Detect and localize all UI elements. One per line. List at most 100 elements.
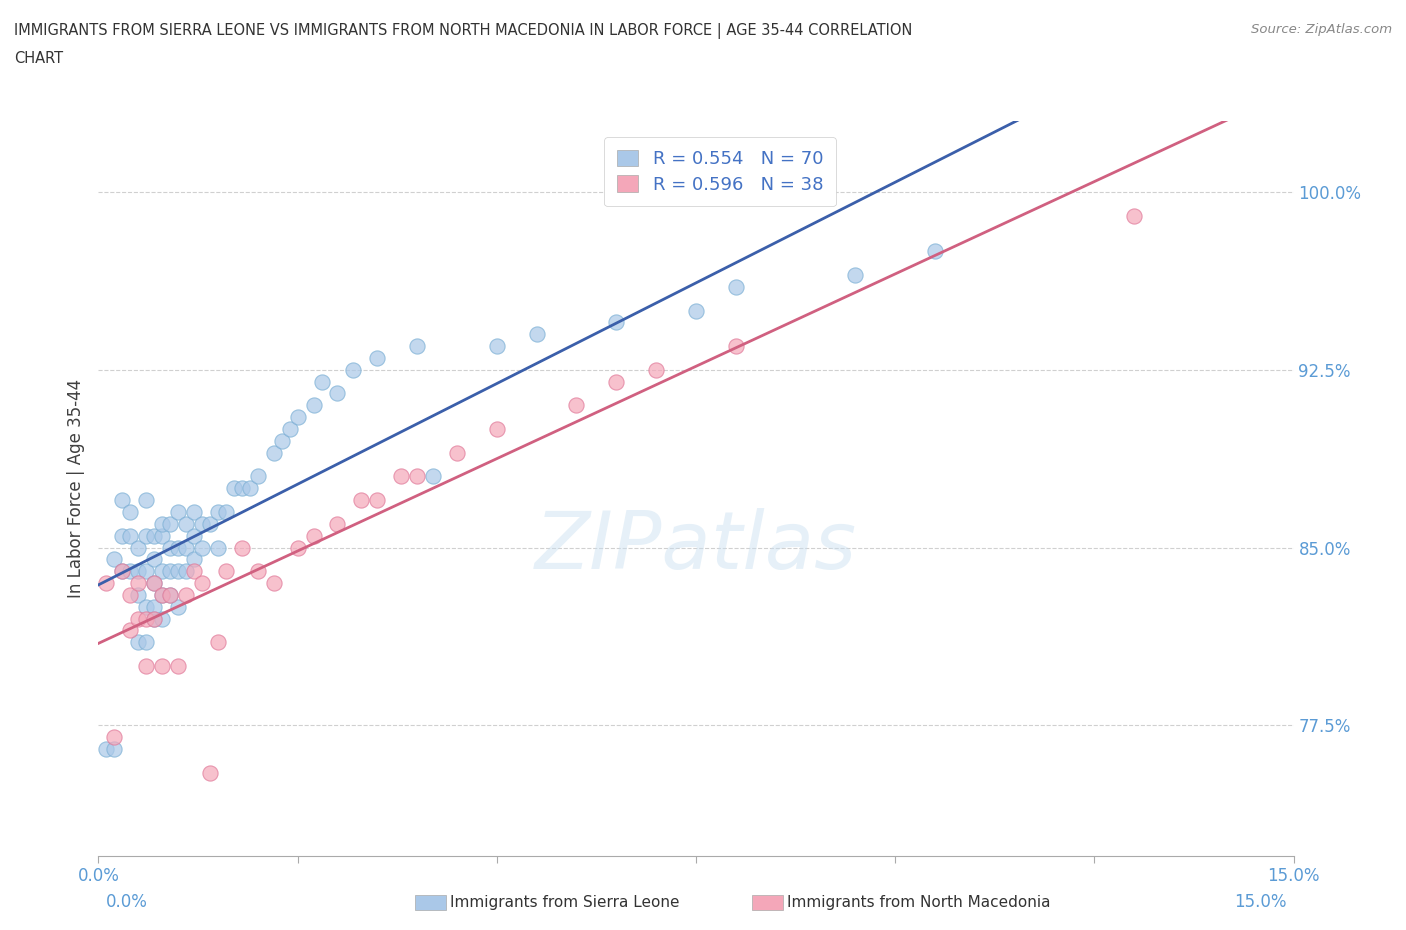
Point bbox=[96, 741, 118, 756]
Point bbox=[150, 528, 173, 543]
Point bbox=[159, 588, 181, 603]
Point bbox=[111, 528, 134, 543]
Point bbox=[159, 540, 181, 555]
Point bbox=[143, 599, 166, 614]
Point bbox=[326, 516, 349, 531]
Point bbox=[111, 564, 134, 578]
Point bbox=[174, 516, 197, 531]
Text: 0.0%: 0.0% bbox=[105, 893, 148, 911]
Point bbox=[183, 564, 205, 578]
Point bbox=[120, 623, 142, 638]
Point bbox=[485, 421, 508, 436]
Point bbox=[485, 339, 508, 353]
Point bbox=[198, 516, 221, 531]
Point bbox=[143, 576, 166, 591]
Point bbox=[135, 611, 157, 626]
Point bbox=[135, 599, 157, 614]
Point bbox=[215, 564, 238, 578]
Point bbox=[167, 504, 190, 519]
Point bbox=[120, 504, 142, 519]
Point bbox=[724, 279, 747, 294]
Point bbox=[120, 528, 142, 543]
Point bbox=[150, 588, 173, 603]
Point bbox=[103, 730, 125, 745]
Point bbox=[150, 516, 173, 531]
Point bbox=[342, 363, 364, 378]
Point bbox=[605, 315, 627, 330]
Point bbox=[287, 410, 309, 425]
Point bbox=[239, 481, 262, 496]
Point bbox=[143, 611, 166, 626]
Point bbox=[174, 564, 197, 578]
Point bbox=[127, 635, 149, 650]
Point bbox=[645, 363, 668, 378]
Point bbox=[222, 481, 245, 496]
Point bbox=[1123, 208, 1146, 223]
Text: ZIPatlas: ZIPatlas bbox=[534, 508, 858, 586]
Text: Immigrants from North Macedonia: Immigrants from North Macedonia bbox=[787, 895, 1050, 910]
Text: IMMIGRANTS FROM SIERRA LEONE VS IMMIGRANTS FROM NORTH MACEDONIA IN LABOR FORCE |: IMMIGRANTS FROM SIERRA LEONE VS IMMIGRAN… bbox=[14, 23, 912, 39]
Point bbox=[174, 588, 197, 603]
Point bbox=[350, 493, 373, 508]
Point bbox=[143, 576, 166, 591]
Point bbox=[263, 576, 285, 591]
Point bbox=[183, 504, 205, 519]
Point bbox=[207, 504, 229, 519]
Point bbox=[406, 469, 429, 484]
Text: 15.0%: 15.0% bbox=[1234, 893, 1286, 911]
Point bbox=[605, 374, 627, 389]
Point bbox=[150, 588, 173, 603]
Point bbox=[150, 658, 173, 673]
Point bbox=[924, 244, 946, 259]
Point bbox=[103, 741, 125, 756]
Point bbox=[191, 516, 214, 531]
Point bbox=[191, 576, 214, 591]
Point bbox=[565, 398, 588, 413]
Point bbox=[127, 540, 149, 555]
Point bbox=[263, 445, 285, 460]
Point bbox=[311, 374, 333, 389]
Y-axis label: In Labor Force | Age 35-44: In Labor Force | Age 35-44 bbox=[66, 379, 84, 598]
Point bbox=[302, 398, 325, 413]
Point bbox=[167, 564, 190, 578]
Text: Source: ZipAtlas.com: Source: ZipAtlas.com bbox=[1251, 23, 1392, 36]
Point bbox=[389, 469, 412, 484]
Point bbox=[270, 433, 292, 448]
Point bbox=[103, 551, 125, 566]
Point bbox=[422, 469, 444, 484]
Text: CHART: CHART bbox=[14, 51, 63, 66]
Point bbox=[96, 576, 118, 591]
Point bbox=[287, 540, 309, 555]
Point bbox=[246, 564, 269, 578]
Point bbox=[159, 588, 181, 603]
Point bbox=[120, 564, 142, 578]
Point bbox=[183, 528, 205, 543]
Point bbox=[207, 540, 229, 555]
Point bbox=[366, 493, 388, 508]
Legend: R = 0.554   N = 70, R = 0.596   N = 38: R = 0.554 N = 70, R = 0.596 N = 38 bbox=[605, 138, 835, 206]
Point bbox=[135, 635, 157, 650]
Point bbox=[326, 386, 349, 401]
Point bbox=[198, 765, 221, 780]
Point bbox=[135, 658, 157, 673]
Point bbox=[167, 540, 190, 555]
Point bbox=[231, 540, 253, 555]
Point bbox=[127, 576, 149, 591]
Point bbox=[302, 528, 325, 543]
Point bbox=[150, 611, 173, 626]
Point bbox=[246, 469, 269, 484]
Point bbox=[120, 588, 142, 603]
Point bbox=[159, 564, 181, 578]
Point bbox=[135, 493, 157, 508]
Point bbox=[111, 493, 134, 508]
Point bbox=[207, 635, 229, 650]
Text: Immigrants from Sierra Leone: Immigrants from Sierra Leone bbox=[450, 895, 679, 910]
Point bbox=[191, 540, 214, 555]
Point bbox=[231, 481, 253, 496]
Point bbox=[167, 599, 190, 614]
Point bbox=[150, 564, 173, 578]
Point bbox=[143, 611, 166, 626]
Point bbox=[183, 551, 205, 566]
Point bbox=[159, 516, 181, 531]
Point bbox=[111, 564, 134, 578]
